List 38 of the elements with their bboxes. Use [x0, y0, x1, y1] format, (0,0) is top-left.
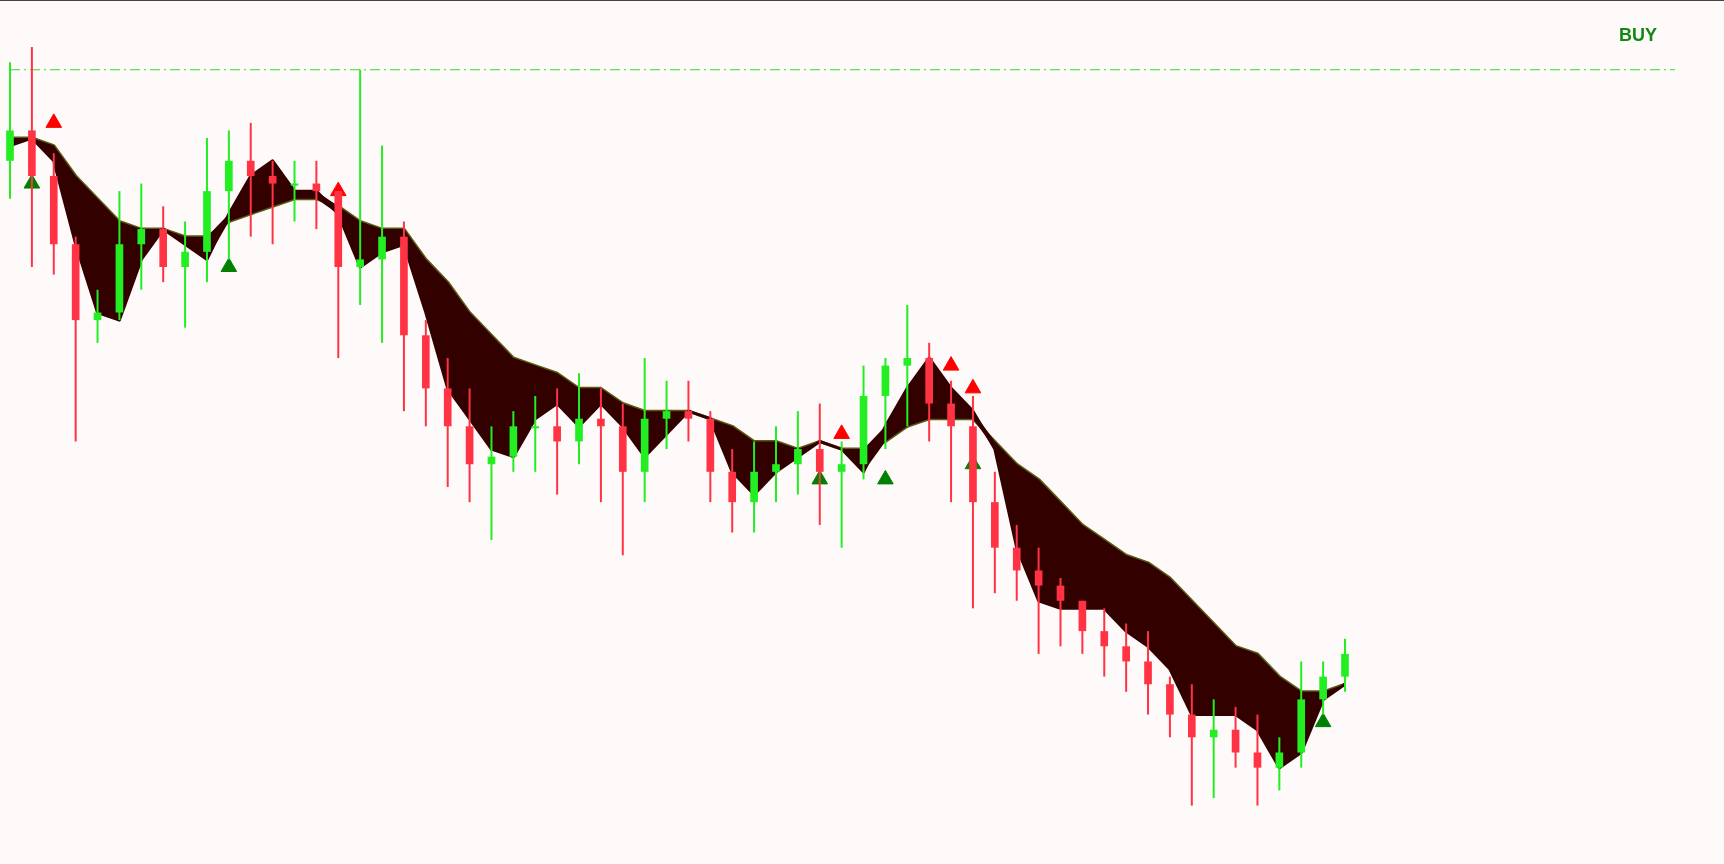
candlestick [1319, 660, 1327, 716]
candlestick [772, 425, 780, 504]
candlestick [531, 394, 540, 473]
point [964, 378, 982, 394]
candlestick [1034, 546, 1043, 655]
candlestick [246, 121, 255, 238]
candlestick [1209, 698, 1218, 800]
candlestick [1012, 523, 1021, 602]
candlestick [290, 159, 299, 223]
candlestick [1122, 622, 1130, 693]
point [220, 257, 238, 272]
candlestick [1187, 683, 1196, 807]
candlestick [378, 144, 386, 344]
candlestick [662, 379, 671, 451]
point [942, 356, 960, 371]
candlestick [553, 387, 561, 496]
candlestick [268, 159, 277, 246]
candlestick [575, 372, 583, 466]
point [1314, 712, 1332, 728]
point [833, 424, 850, 439]
candlestick [794, 410, 802, 496]
candlestick [903, 303, 912, 428]
candlestick [1253, 713, 1262, 807]
candlestick [1056, 577, 1065, 648]
candlestick [356, 68, 364, 306]
candlestick [137, 182, 146, 291]
candlestick [947, 379, 955, 504]
point [45, 113, 63, 128]
candlestick [1100, 607, 1109, 678]
candlestick [1341, 637, 1349, 693]
candlestick [837, 440, 846, 549]
candlestick [1275, 736, 1284, 792]
candlestick [181, 220, 189, 329]
candlestick [684, 379, 693, 443]
text: BUY [1618, 24, 1658, 45]
candlestick [1144, 630, 1152, 716]
candlestick [597, 387, 605, 504]
point [877, 469, 894, 485]
